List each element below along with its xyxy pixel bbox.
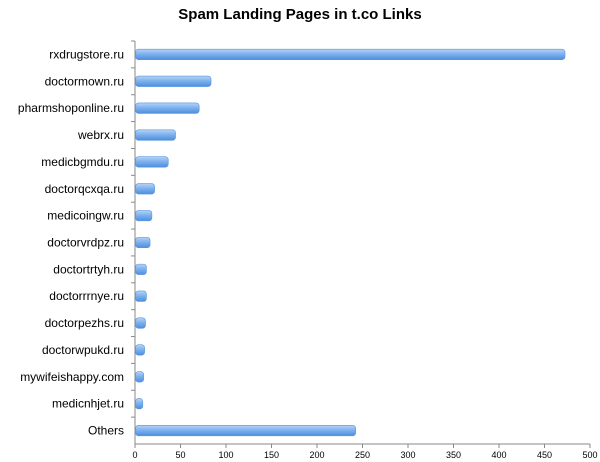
bar-9	[135, 290, 147, 302]
bar-3	[135, 129, 176, 141]
x-tick-label: 250	[355, 450, 370, 460]
category-label: doctormown.ru	[45, 74, 124, 88]
bar-4	[135, 156, 169, 168]
category-label: doctorrrnye.ru	[49, 289, 124, 303]
bars-layer	[135, 48, 566, 437]
category-label: doctorqcxqa.ru	[45, 182, 124, 196]
bar-8	[135, 263, 147, 275]
category-label: doctorwpukd.ru	[42, 343, 124, 357]
x-tick-label: 500	[582, 450, 597, 460]
bar-2	[135, 102, 200, 114]
x-tick-label: 0	[132, 450, 137, 460]
x-tick-label: 150	[264, 450, 279, 460]
x-tick-label: 200	[309, 450, 324, 460]
category-label: doctorpezhs.ru	[45, 316, 124, 330]
x-tick-labels: 0 50 100 150 200 250 300 350 400 450 500	[132, 450, 597, 460]
bar-12	[135, 371, 144, 383]
category-label: doctorvrdpz.ru	[47, 236, 124, 250]
category-label: medicnhjet.ru	[52, 397, 124, 411]
bar-14	[135, 425, 357, 437]
category-label: Others	[88, 424, 124, 438]
axes	[131, 40, 591, 448]
bar-13	[135, 398, 144, 410]
category-labels: rxdrugstore.ru doctormown.ru pharmshoponli…	[18, 47, 124, 437]
bar-5	[135, 183, 155, 195]
x-tick-label: 50	[175, 450, 185, 460]
x-tick-label: 450	[537, 450, 552, 460]
chart-title: Spam Landing Pages in t.co Links	[178, 6, 422, 23]
bar-0	[135, 48, 566, 60]
bar-11	[135, 344, 145, 356]
bar-6	[135, 210, 153, 222]
x-tick-label: 300	[400, 450, 415, 460]
category-label: pharmshoponline.ru	[18, 101, 124, 115]
category-label: medicoingw.ru	[47, 209, 124, 223]
x-tick-label: 350	[446, 450, 461, 460]
bar-7	[135, 236, 151, 249]
category-label: webrx.ru	[77, 128, 124, 142]
category-label: rxdrugstore.ru	[49, 47, 124, 61]
x-tick-label: 100	[218, 450, 233, 460]
bar-10	[135, 317, 146, 329]
category-label: medicbgmdu.ru	[41, 155, 124, 169]
x-tick-label: 400	[491, 450, 506, 460]
bar-1	[135, 75, 212, 87]
category-label: mywifeishappy.com	[20, 370, 124, 384]
category-label: doctortrtyh.ru	[53, 262, 124, 276]
